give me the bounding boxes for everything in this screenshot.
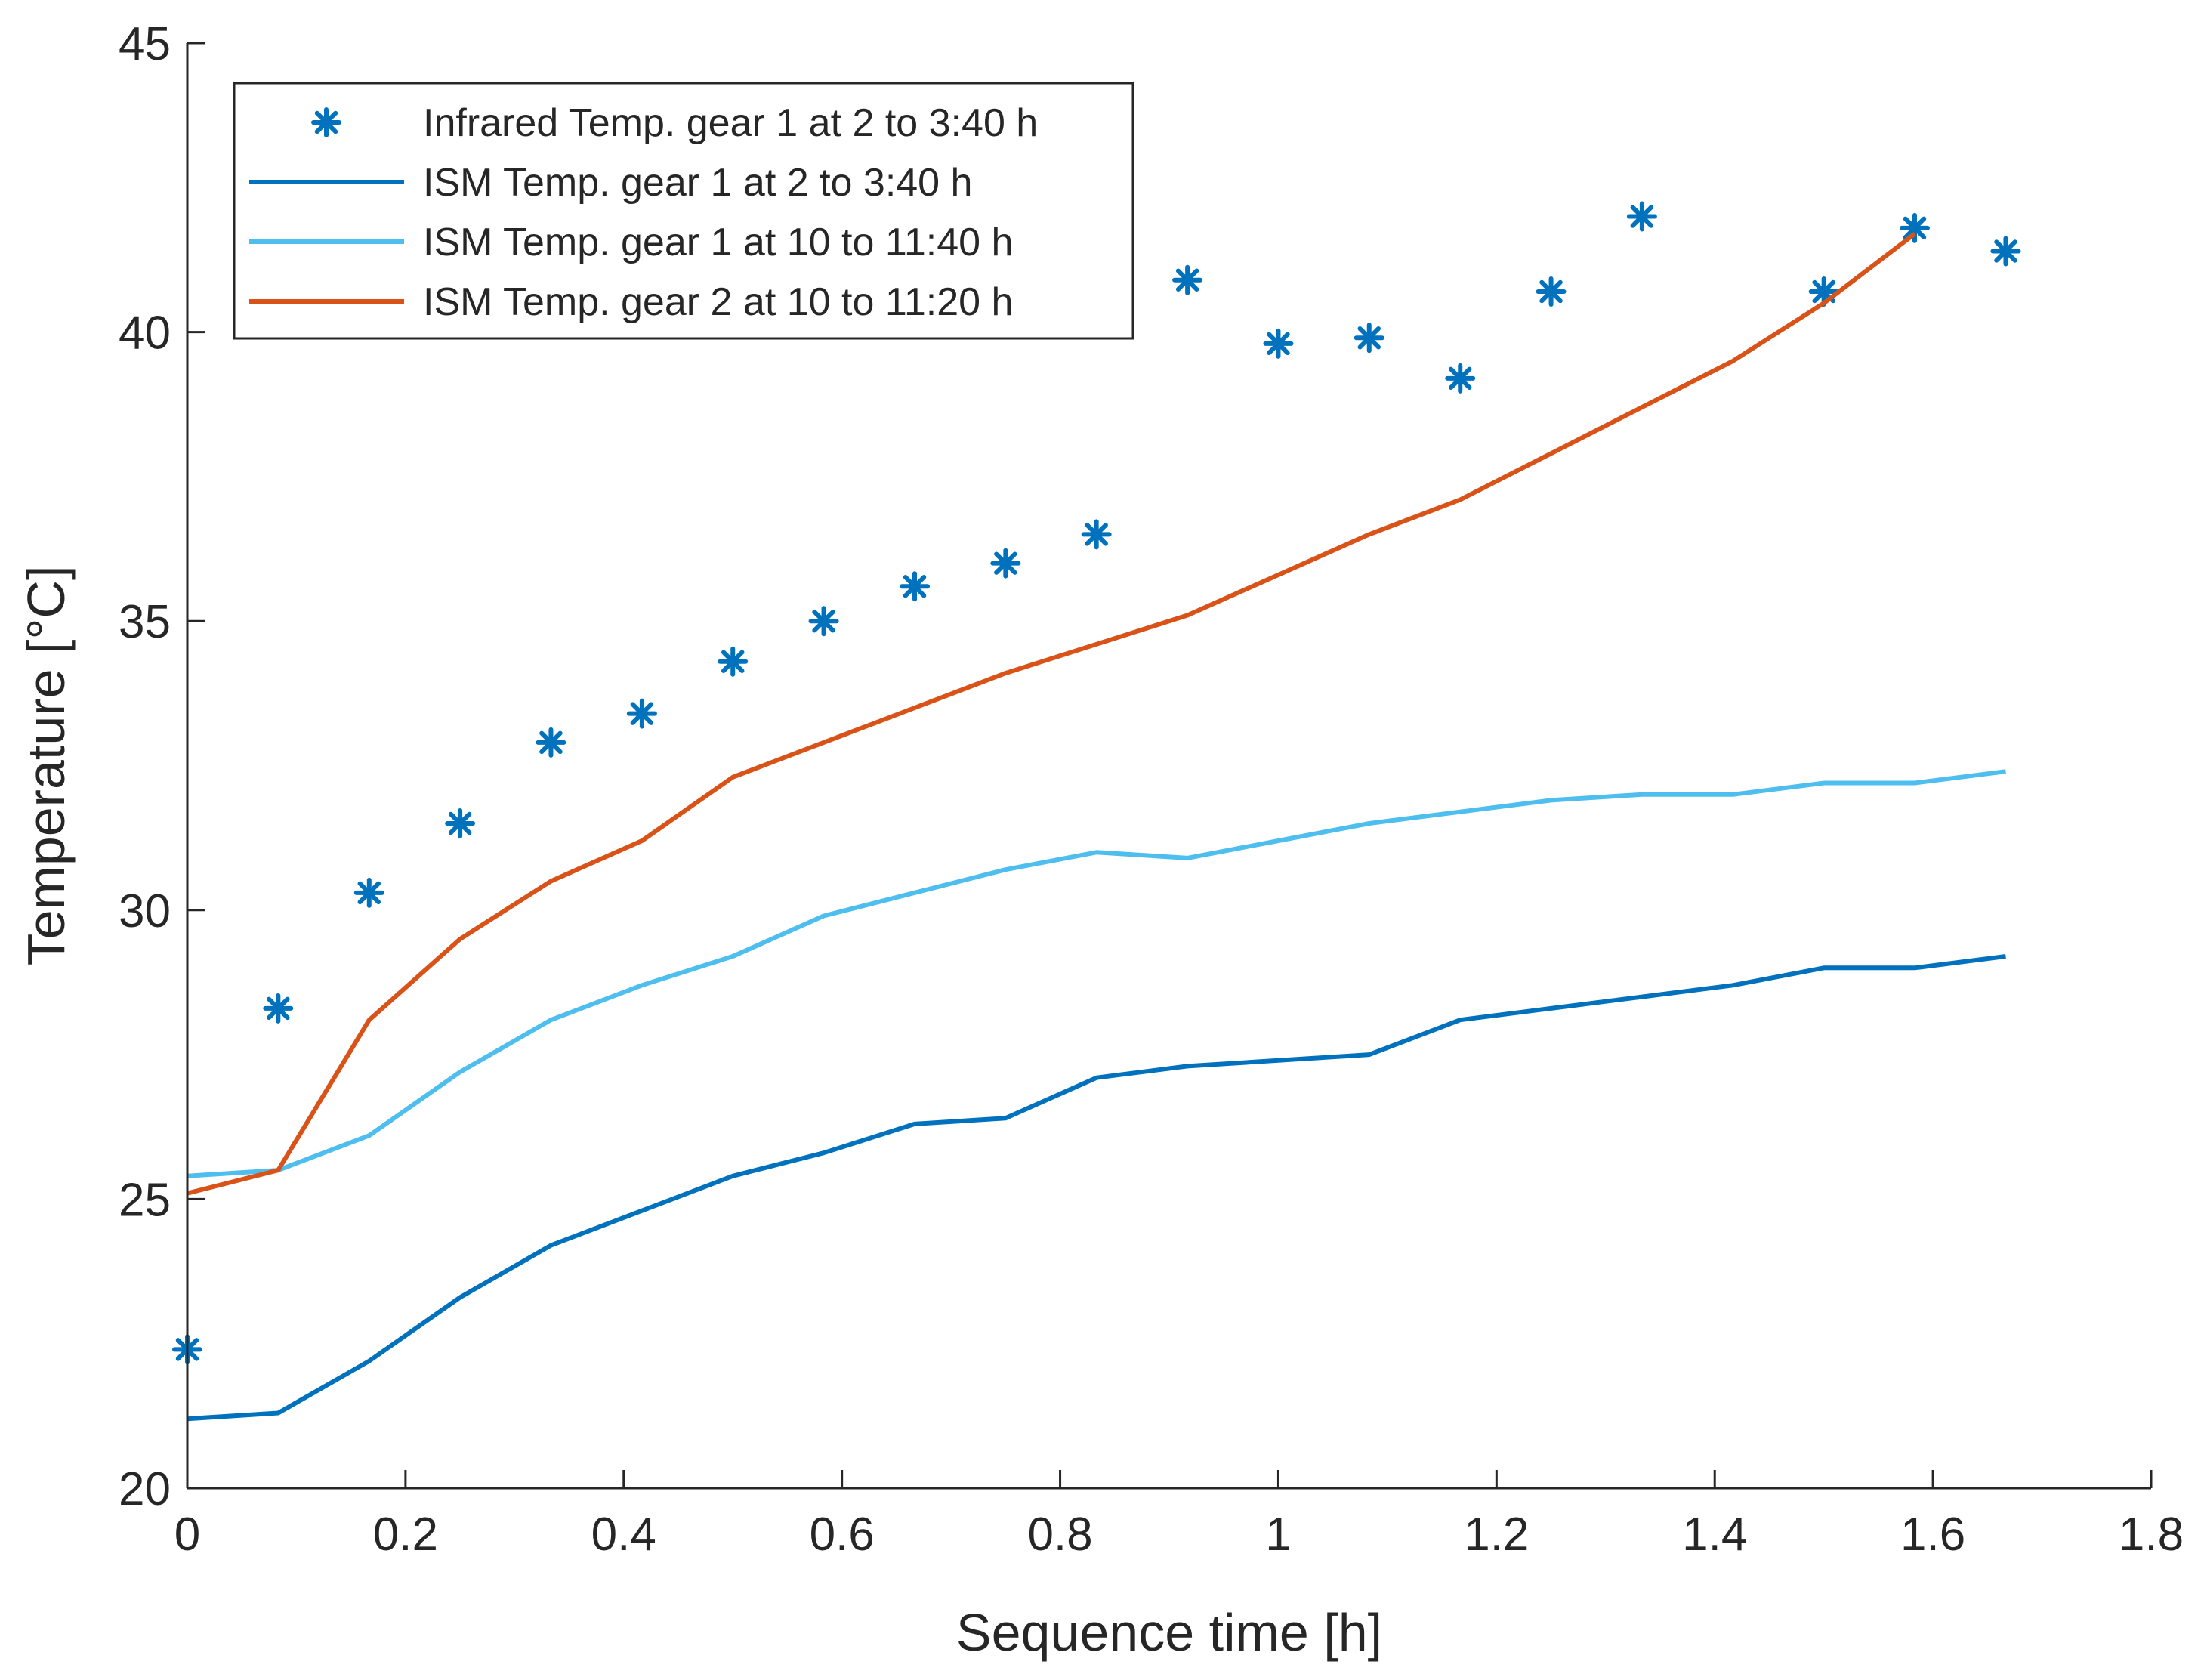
legend-box <box>233 82 1134 340</box>
axes-layer: 0 0.2 0.4 0.6 0.8 1 1.2 1.4 1.6 1.8 20 25 30 35 40 45 <box>119 18 2184 1561</box>
x-tick-label: 1.6 <box>1900 1509 1965 1561</box>
y-tick-label: 40 <box>119 307 171 360</box>
legend-label: ISM Temp. gear 2 at 10 to 11:20 h <box>423 280 1013 324</box>
legend-swatch <box>311 107 341 137</box>
x-tick-label: 1.2 <box>1464 1509 1529 1561</box>
series-ism-temp-gear-1-at-10-to-11-40-h <box>187 769 2006 1178</box>
data-point <box>263 993 294 1024</box>
data-point <box>718 646 749 677</box>
data-point <box>536 727 566 758</box>
data-point <box>1445 363 1476 394</box>
legend-item-ism-temp-gear-1-at-2-to-3-40-h: ISM Temp. gear 1 at 2 to 3:40 h <box>249 161 972 205</box>
data-point <box>808 606 839 637</box>
series-line <box>187 769 2006 1178</box>
y-tick-label: 30 <box>119 885 171 937</box>
series-infrared-temp-gear-1-at-2-to-3-40-h <box>172 201 2021 1365</box>
legend-item-ism-temp-gear-1-at-10-to-11-40-h: ISM Temp. gear 1 at 10 to 11:40 h <box>249 221 1013 264</box>
y-tick-label: 35 <box>119 596 171 648</box>
data-point <box>353 877 384 908</box>
x-tick-label: 0 <box>174 1509 200 1561</box>
data-point <box>990 548 1021 579</box>
series-line <box>187 954 2006 1422</box>
legend-item-infrared-temp-gear-1-at-2-to-3-40-h: Infrared Temp. gear 1 at 2 to 3:40 h <box>311 101 1038 145</box>
y-tick-label: 45 <box>119 18 171 70</box>
legend: Infrared Temp. gear 1 at 2 to 3:40 h ISM … <box>233 82 1134 340</box>
legend-label: ISM Temp. gear 1 at 2 to 3:40 h <box>423 161 972 205</box>
data-point <box>900 571 931 602</box>
x-tick-label: 1.8 <box>2119 1509 2184 1561</box>
y-tick-label: 25 <box>119 1174 171 1226</box>
series-line <box>187 232 1916 1196</box>
series-ism-temp-gear-1-at-2-to-3-40-h <box>187 954 2006 1422</box>
data-point <box>1263 328 1294 359</box>
series-layer <box>172 201 2021 1422</box>
data-point <box>1626 201 1657 232</box>
legend-label: ISM Temp. gear 1 at 10 to 11:40 h <box>423 221 1013 264</box>
data-point <box>1899 212 1930 243</box>
legend-label: Infrared Temp. gear 1 at 2 to 3:40 h <box>423 101 1038 145</box>
x-axis-title: Sequence time [h] <box>956 1603 1382 1662</box>
data-point <box>1172 264 1203 295</box>
x-tick-label: 0.8 <box>1027 1509 1092 1561</box>
legend-item-ism-temp-gear-2-at-10-to-11-20-h: ISM Temp. gear 2 at 10 to 11:20 h <box>249 280 1013 324</box>
data-point <box>1990 236 2021 267</box>
series-ism-temp-gear-2-at-10-to-11-20-h <box>187 232 1916 1196</box>
x-tick-label: 0.4 <box>591 1509 656 1561</box>
x-tick-label: 0.2 <box>373 1509 438 1561</box>
x-tick-label: 0.6 <box>810 1509 875 1561</box>
y-tick-label: 20 <box>119 1463 171 1515</box>
data-point <box>445 808 476 839</box>
y-axis-title: Temperature [°C] <box>17 566 76 966</box>
x-tick-label: 1.4 <box>1682 1509 1747 1561</box>
x-tick-label: 1 <box>1265 1509 1291 1561</box>
data-point <box>626 698 657 729</box>
data-point <box>1081 519 1112 550</box>
data-point <box>1536 276 1567 307</box>
data-point <box>1354 323 1384 354</box>
